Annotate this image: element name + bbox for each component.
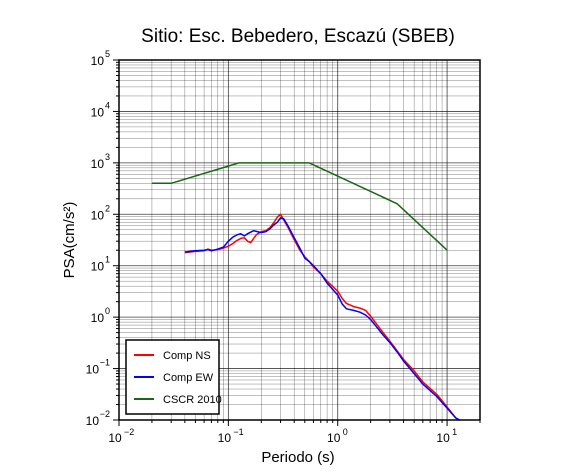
x-tick-exponent: −2 [124, 427, 134, 437]
y-tick-exponent: 1 [105, 255, 110, 265]
x-tick-label: 10 [436, 431, 450, 445]
y-axis-label: PSA(cm/s²) [61, 202, 78, 279]
y-tick-label: 10 [91, 208, 105, 222]
series-line-comp-ns [184, 213, 460, 421]
legend-label: Comp NS [163, 350, 211, 362]
x-tick-exponent: −1 [233, 427, 243, 437]
series-line-comp-ew [184, 217, 460, 421]
x-tick-label: 10 [327, 431, 341, 445]
y-tick-label: 10 [91, 54, 105, 68]
x-tick-exponent: 0 [343, 427, 348, 437]
x-axis-label: Periodo (s) [261, 449, 334, 466]
y-tick-exponent: 3 [105, 152, 110, 162]
y-tick-exponent: −2 [100, 409, 110, 419]
y-tick-label: 10 [86, 414, 100, 428]
x-tick-exponent: 1 [452, 427, 457, 437]
chart-title: Sitio: Esc. Bebedero, Escazú (SBEB) [141, 26, 455, 47]
legend-label: Comp EW [163, 372, 214, 384]
y-tick-exponent: 5 [105, 49, 110, 59]
y-tick-label: 10 [91, 260, 105, 274]
legend: Comp NS Comp EW CSCR 2010 [125, 339, 222, 415]
x-tick-label: 10 [218, 431, 232, 445]
y-tick-label: 10 [86, 363, 100, 377]
y-tick-exponent: −1 [100, 358, 110, 368]
series-line-cscr-2010 [151, 162, 448, 251]
y-tick-exponent: 0 [105, 306, 110, 316]
y-tick-exponent: 2 [105, 203, 110, 213]
legend-label: CSCR 2010 [163, 394, 222, 406]
series-lines [151, 162, 460, 421]
x-tick-label: 10 [108, 431, 122, 445]
y-tick-label: 10 [91, 105, 105, 119]
y-tick-label: 10 [91, 157, 105, 171]
y-tick-label: 10 [91, 311, 105, 325]
y-tick-exponent: 4 [105, 100, 110, 110]
plot-frame [118, 59, 481, 421]
